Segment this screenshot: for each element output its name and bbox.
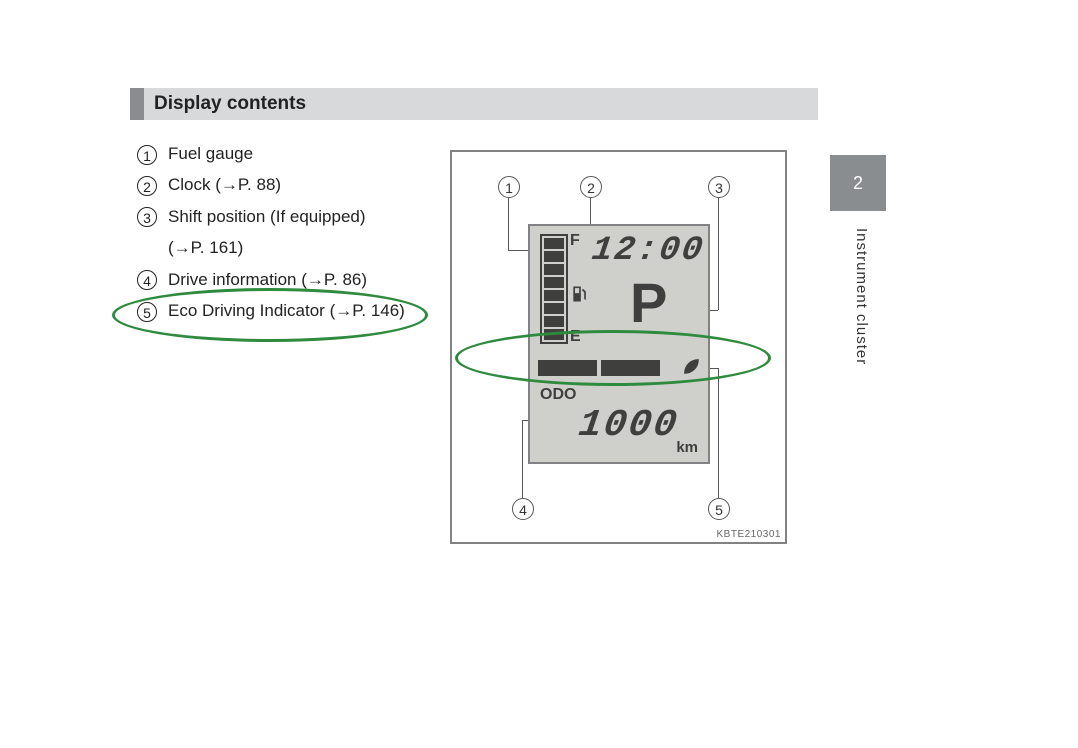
chapter-number: 2: [853, 173, 863, 194]
chapter-title: Instrument cluster: [848, 228, 870, 365]
leader-3: [718, 198, 719, 310]
legend-text-1: Fuel gauge: [168, 138, 426, 169]
legend-text-3: Shift position (If equipped): [168, 201, 426, 232]
eco-indicator: [538, 356, 702, 380]
chapter-tab: 2: [830, 155, 886, 211]
legend-item-3: 3 Shift position (If equipped): [136, 201, 426, 232]
odo-label: ODO: [540, 386, 576, 404]
lcd-display: F E 12:00 P ODO 1000 km: [528, 224, 710, 464]
legend-item-1: 1 Fuel gauge: [136, 138, 426, 169]
leaf-icon: [680, 355, 702, 382]
leader-5: [718, 368, 719, 498]
callout-5: 5: [708, 498, 730, 520]
legend-item-5: 5 Eco Driving Indicator (→P. 146): [136, 295, 426, 326]
fuel-full-label: F: [570, 232, 580, 250]
clock-value: 12:00: [589, 232, 706, 270]
section-title: Display contents: [144, 88, 818, 120]
leader-1: [508, 198, 509, 250]
display-figure: 1 2 3 4 5 F E 12:00: [450, 150, 787, 544]
figure-caption: KBTE210301: [717, 529, 782, 540]
legend-num-3: 3: [137, 207, 157, 227]
callout-2: 2: [580, 176, 602, 198]
section-header: Display contents: [130, 88, 818, 120]
callout-1: 1: [498, 176, 520, 198]
fuel-gauge: [540, 234, 568, 344]
leader-4: [522, 420, 523, 498]
header-accent-stripe: [130, 88, 144, 120]
legend-num-4: 4: [137, 270, 157, 290]
legend-item-2: 2 Clock (→P. 88): [136, 169, 426, 200]
legend-list: 1 Fuel gauge 2 Clock (→P. 88) 3 Shift po…: [136, 138, 426, 327]
legend-num-1: 1: [137, 145, 157, 165]
odo-value: 1000: [576, 404, 681, 447]
fuel-empty-label: E: [570, 328, 581, 346]
legend-num-5: 5: [137, 302, 157, 322]
odo-unit: km: [676, 439, 698, 456]
legend-item-4: 4 Drive information (→P. 86): [136, 264, 426, 295]
fuel-pump-icon: [570, 284, 590, 309]
legend-text-2: Clock (→P. 88): [168, 169, 426, 200]
callout-4: 4: [512, 498, 534, 520]
shift-position: P: [630, 270, 667, 335]
legend-num-2: 2: [137, 176, 157, 196]
legend-text-3-cont: (→P. 161): [136, 232, 426, 263]
callout-3: 3: [708, 176, 730, 198]
legend-text-4: Drive information (→P. 86): [168, 264, 426, 295]
legend-text-5: Eco Driving Indicator (→P. 146): [168, 295, 426, 326]
